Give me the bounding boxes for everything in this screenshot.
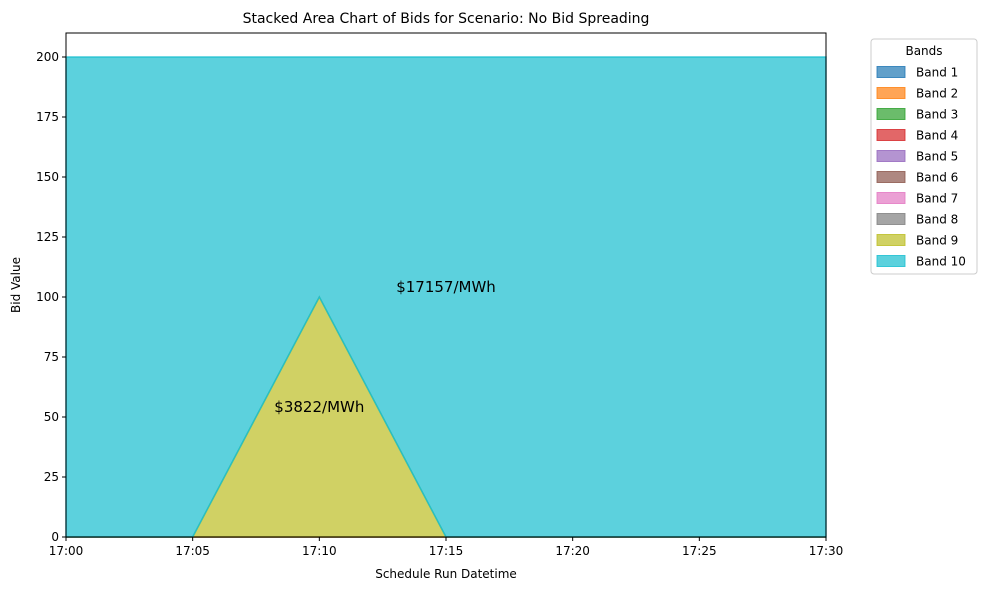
legend-swatch-band-5	[876, 150, 906, 162]
x-tick-label: 17:20	[555, 544, 590, 558]
legend-label-band-4: Band 4	[916, 129, 958, 143]
y-tick-label: 25	[44, 470, 59, 484]
annotation-layer: $17157/MWh $3822/MWh	[274, 278, 496, 416]
legend-swatch-band-6	[876, 171, 906, 183]
x-tick-label: 17:10	[302, 544, 337, 558]
y-tick-label: 0	[51, 530, 59, 544]
legend-swatch-band-3	[876, 108, 906, 120]
legend-label-band-5: Band 5	[916, 150, 958, 164]
area-band-10	[65, 56, 827, 538]
legend-swatch-band-4	[876, 129, 906, 141]
y-tick-label: 200	[36, 50, 59, 64]
x-tick-label: 17:15	[429, 544, 464, 558]
annotation-2: $3822/MWh	[274, 398, 364, 416]
x-tick-label: 17:25	[682, 544, 717, 558]
chart-title: Stacked Area Chart of Bids for Scenario:…	[243, 11, 650, 27]
annotation-1: $17157/MWh	[396, 278, 496, 296]
legend-label-band-10: Band 10	[916, 255, 966, 269]
y-tick-label: 125	[36, 230, 59, 244]
x-tick-label: 17:30	[809, 544, 844, 558]
y-tick-label: 50	[44, 410, 59, 424]
x-tick-label: 17:00	[49, 544, 84, 558]
x-tick-label: 17:05	[175, 544, 210, 558]
y-tick-label: 75	[44, 350, 59, 364]
y-tick-label: 175	[36, 110, 59, 124]
y-axis-label: Bid Value	[9, 257, 23, 313]
legend-label-band-8: Band 8	[916, 213, 958, 227]
legend-swatch-band-8	[876, 213, 906, 225]
y-axis: 0 25 50 75 100 125 150 175 200	[36, 50, 66, 544]
legend-title: Bands	[905, 44, 942, 58]
legend-label-band-1: Band 1	[916, 66, 958, 80]
legend-label-band-6: Band 6	[916, 171, 958, 185]
y-tick-label: 150	[36, 170, 59, 184]
legend-items: Band 1 Band 2 Band 3 Band 4 Band 5 Band 6 Band…	[876, 66, 966, 269]
y-tick-label: 100	[36, 290, 59, 304]
legend-swatch-band-9	[876, 234, 906, 246]
legend-swatch-band-2	[876, 87, 906, 99]
legend-label-band-2: Band 2	[916, 87, 958, 101]
area-layers	[65, 56, 827, 538]
legend-label-band-9: Band 9	[916, 234, 958, 248]
legend-label-band-7: Band 7	[916, 192, 958, 206]
x-axis-label: Schedule Run Datetime	[375, 567, 517, 581]
legend-swatch-band-7	[876, 192, 906, 204]
legend-label-band-3: Band 3	[916, 108, 958, 122]
x-axis: 17:00 17:05 17:10 17:15 17:20 17:25 17:30	[49, 537, 844, 558]
legend-swatch-band-10	[876, 255, 906, 267]
legend-swatch-band-1	[876, 66, 906, 78]
